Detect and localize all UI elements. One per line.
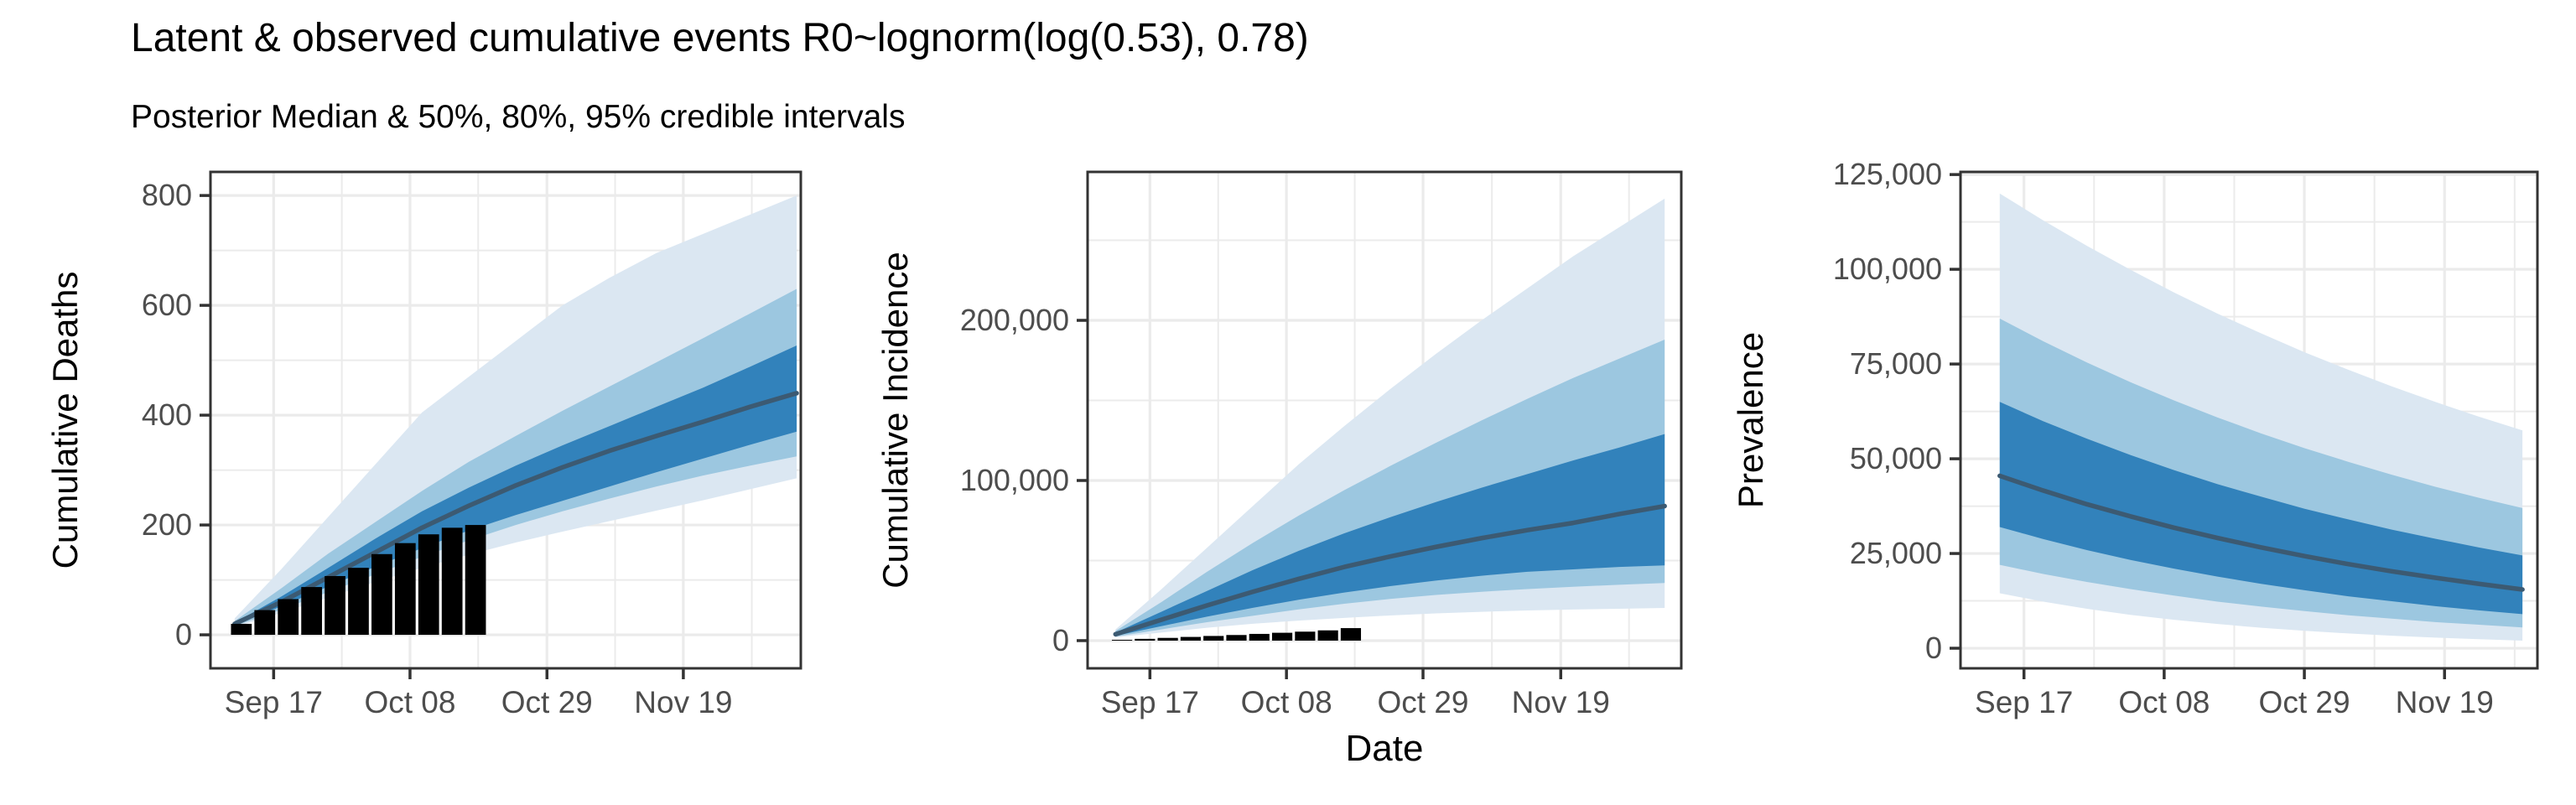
observed-bar: [348, 568, 369, 636]
observed-bar: [278, 599, 299, 636]
observed-bar: [1157, 637, 1178, 641]
x-tick-label: Oct 29: [2258, 685, 2350, 719]
x-tick-label: Oct 29: [501, 685, 593, 719]
observed-bar: [465, 525, 486, 636]
panel-border: [1086, 170, 1683, 670]
observed-bar: [1180, 636, 1202, 641]
ribbon-50: [1115, 434, 1665, 636]
y-tick-label: 50,000: [1849, 441, 1942, 476]
x-tick-label: Nov 19: [1511, 685, 1610, 719]
observed-bar: [254, 610, 276, 636]
panel-data-layer: [1997, 193, 2525, 641]
observed-bar: [1295, 631, 1316, 641]
observed-bar: [231, 623, 252, 636]
observed-bar: [1272, 632, 1293, 641]
observed-bar: [418, 534, 439, 636]
x-tick-label: Oct 08: [1240, 685, 1332, 719]
x-axis-title: Date: [1345, 728, 1424, 769]
y-tick-label: 0: [1924, 631, 1942, 666]
observed-bar: [301, 587, 322, 636]
observed-bar: [1340, 628, 1362, 641]
observed-bar: [1317, 630, 1338, 641]
x-tick-label: Oct 08: [364, 685, 456, 719]
observed-bar: [371, 553, 392, 636]
y-tick-label: 800: [141, 178, 192, 213]
observed-bar: [325, 575, 345, 636]
panel-data-layer: [1111, 198, 1667, 641]
panel-cumulative-incidence-plot: [1077, 170, 1683, 679]
observed-bar: [1111, 640, 1133, 641]
observed-bar: [1203, 636, 1224, 641]
y-tick-label: 0: [1052, 622, 1069, 657]
y-tick-label: 400: [141, 397, 192, 433]
y-tick-label: 200,000: [959, 303, 1069, 338]
panel-cumulative-deaths-plot: [200, 170, 802, 679]
y-tick-label: 100,000: [1832, 252, 1942, 287]
y-tick-label: 25,000: [1849, 536, 1942, 571]
x-tick-label: Oct 08: [2118, 685, 2210, 719]
x-tick-label: Nov 19: [634, 685, 733, 719]
y-tick-label: 125,000: [1832, 157, 1942, 192]
ribbon-50: [1999, 402, 2523, 615]
median-line: [1997, 473, 2525, 592]
y-tick-label: 200: [141, 507, 192, 543]
y-tick-label: 75,000: [1849, 346, 1942, 382]
ribbon-95: [234, 195, 797, 627]
chart-title: Latent & observed cumulative events R0~l…: [131, 16, 1309, 60]
chart-subtitle: Posterior Median & 50%, 80%, 95% credibl…: [131, 99, 906, 135]
y-axis-title-prevalence: Prevalence: [1731, 331, 1770, 509]
y-tick-label: 0: [174, 617, 192, 652]
x-tick-label: Nov 19: [2395, 685, 2494, 719]
x-tick-label: Oct 29: [1377, 685, 1469, 719]
y-tick-label: 600: [141, 288, 192, 323]
observed-bar: [441, 527, 463, 636]
y-axis-title-cumulative-deaths: Cumulative Deaths: [45, 271, 85, 569]
panel-border: [1959, 170, 2539, 670]
x-tick-label: Sep 17: [1975, 685, 2074, 719]
median-line: [1113, 503, 1667, 637]
x-tick-label: Sep 17: [224, 685, 323, 719]
observed-bar: [1135, 638, 1156, 641]
observed-bar: [1226, 635, 1247, 641]
panel-prevalence-plot: [1950, 170, 2539, 679]
y-axis-title-cumulative-incidence: Cumulative Incidence: [875, 252, 915, 589]
y-tick-label: 100,000: [959, 462, 1069, 497]
observed-bar: [1249, 633, 1270, 641]
panel-border: [209, 170, 802, 670]
observed-bar: [394, 543, 416, 636]
x-tick-label: Sep 17: [1100, 685, 1199, 719]
panel-data-layer: [231, 195, 799, 636]
